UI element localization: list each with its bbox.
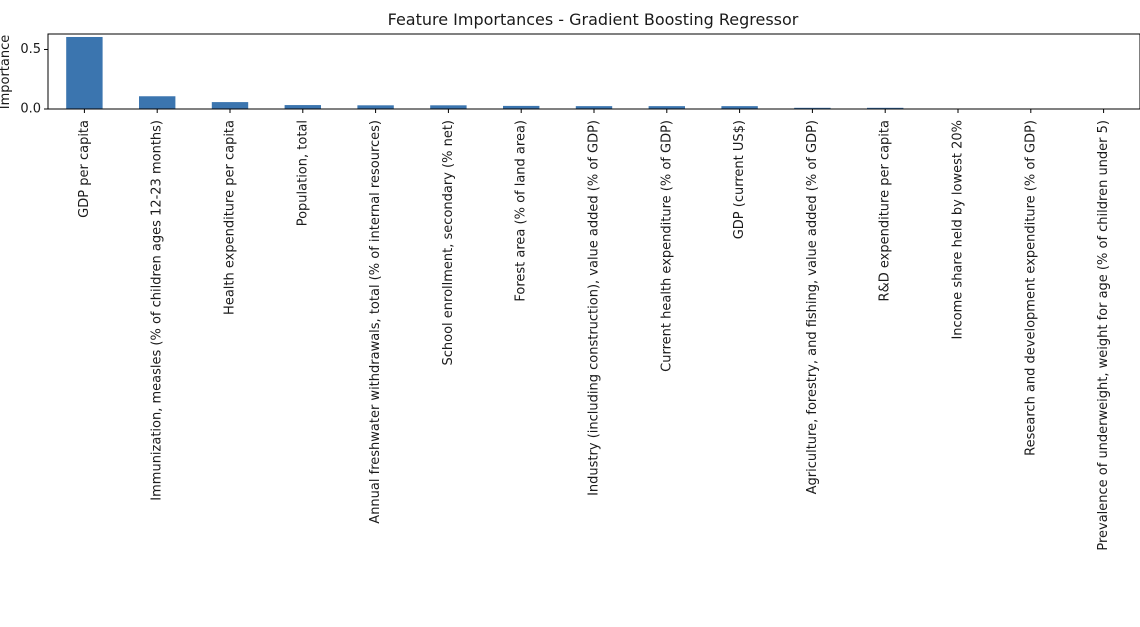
- bar-2: [139, 96, 175, 109]
- x-tick-label: GDP per capita: [77, 120, 92, 218]
- bar-1: [66, 37, 102, 109]
- x-tick-label: GDP (current US$): [732, 120, 747, 239]
- x-tick-label: School enrollment, secondary (% net): [441, 120, 456, 366]
- x-tick-label: Immunization, measles (% of children age…: [150, 120, 165, 501]
- x-tick-label: Prevalence of underweight, weight for ag…: [1096, 120, 1111, 551]
- x-tick-label: Health expenditure per capita: [223, 120, 238, 315]
- chart-title: Feature Importances - Gradient Boosting …: [388, 10, 799, 29]
- plot-area-frame: [48, 34, 1140, 109]
- x-tick-label: Agriculture, forestry, and fishing, valu…: [805, 120, 820, 494]
- bars-group: [66, 37, 1122, 109]
- y-axis-label: Importance: [0, 35, 13, 110]
- y-axis-ticks: 0.0 0.5: [20, 42, 48, 117]
- x-tick-label: Research and development expenditure (% …: [1023, 120, 1038, 456]
- bar-4: [285, 105, 321, 109]
- bar-3: [212, 102, 248, 109]
- x-tick-label: Forest area (% of land area): [514, 120, 529, 302]
- x-tick-label: Annual freshwater withdrawals, total (% …: [368, 120, 383, 524]
- x-tick-label: Population, total: [295, 120, 310, 226]
- x-axis-ticks: GDP per capita Immunization, measles (% o…: [77, 109, 1111, 551]
- x-tick-label: Current health expenditure (% of GDP): [659, 120, 674, 372]
- y-tick-label: 0.5: [20, 42, 41, 57]
- bar-5: [357, 105, 393, 109]
- x-tick-label: R&D expenditure per capita: [878, 120, 893, 301]
- bar-6: [430, 105, 466, 109]
- x-tick-label: Income share held by lowest 20%: [951, 120, 966, 340]
- y-tick-label: 0.0: [20, 102, 41, 117]
- x-tick-label: Industry (including construction), value…: [587, 120, 602, 496]
